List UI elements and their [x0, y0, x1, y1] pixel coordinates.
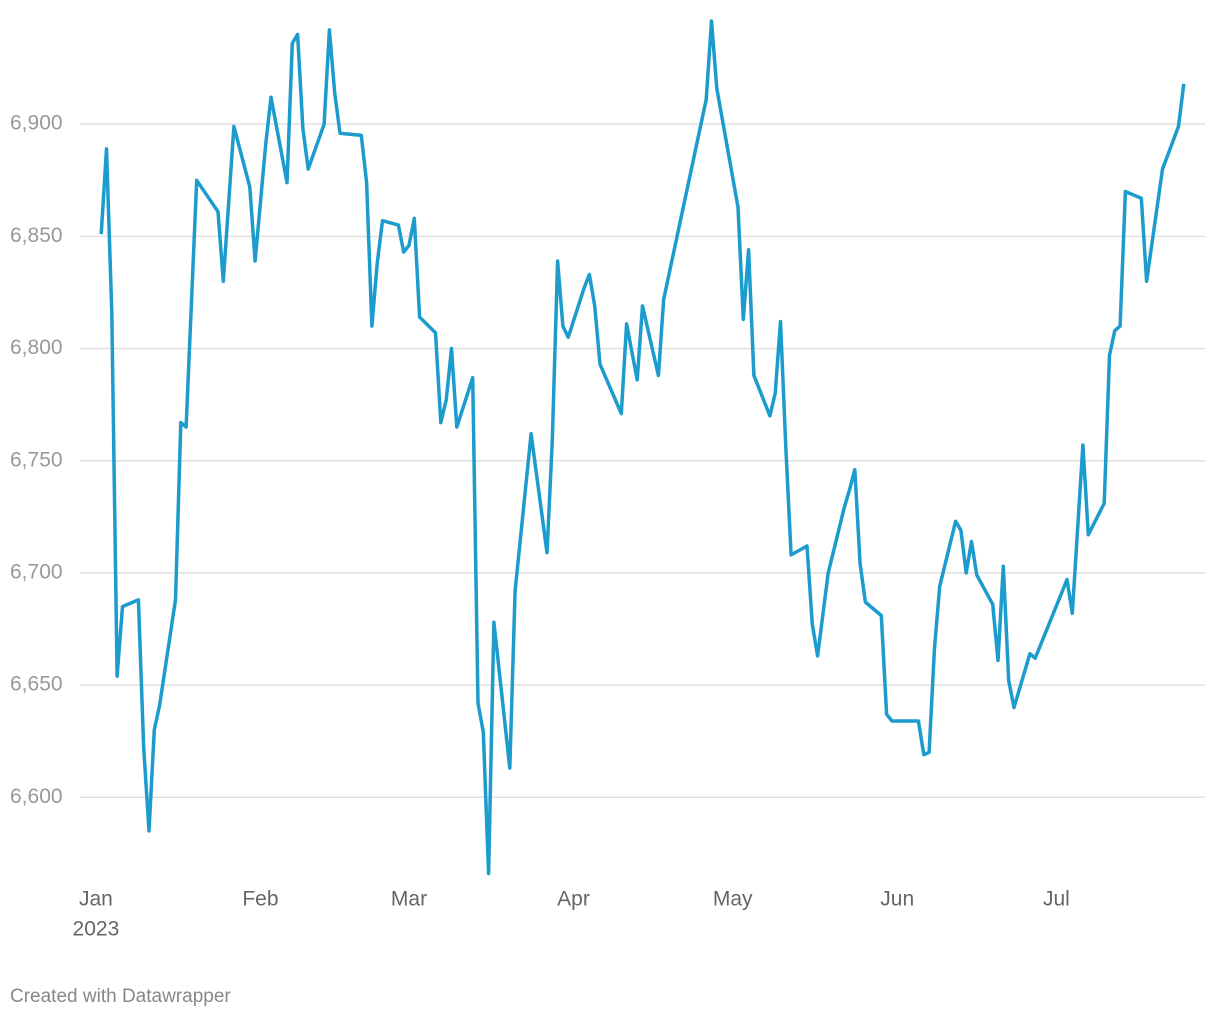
y-tick-label: 6,750: [10, 448, 63, 471]
x-tick-label: Jun: [880, 888, 914, 911]
y-tick-label: 6,600: [10, 785, 63, 808]
y-tick-label: 6,650: [10, 673, 63, 696]
x-tick-label: Feb: [242, 888, 278, 911]
y-tick-label: 6,800: [10, 336, 63, 359]
y-tick-label: 6,900: [10, 112, 63, 135]
x-tick-label: May: [713, 888, 753, 911]
x-tick-label: Jan: [79, 888, 113, 911]
data-line: [99, 19, 1186, 876]
credit: Created with Datawrapper: [10, 986, 231, 1007]
x-tick-label: Apr: [557, 888, 590, 911]
y-tick-label: 6,700: [10, 560, 63, 583]
x-year-label: 2023: [73, 918, 120, 941]
x-tick-label: Jul: [1043, 888, 1070, 911]
x-tick-label: Mar: [391, 888, 427, 911]
y-tick-label: 6,850: [10, 224, 63, 247]
